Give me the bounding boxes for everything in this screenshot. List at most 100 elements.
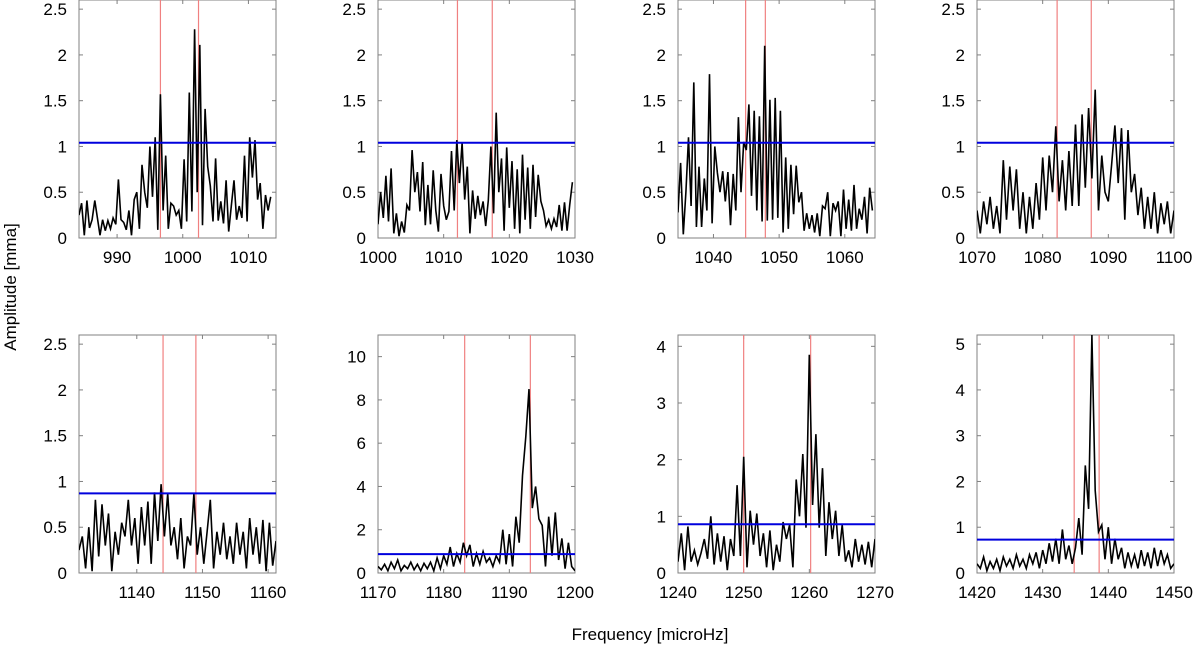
x-tick-label: 1060	[826, 248, 864, 267]
x-tick-label: 1100	[1156, 248, 1193, 267]
y-tick-label: 2.5	[342, 0, 366, 19]
y-tick-label: 2.5	[642, 0, 666, 19]
x-tick-label: 1260	[790, 583, 828, 602]
amplitude-spectrum-line	[79, 29, 272, 236]
y-tick-label: 4	[357, 477, 366, 496]
x-tick-label: 1080	[1024, 248, 1062, 267]
y-tick-label: 2	[58, 46, 67, 65]
y-tick-label: 10	[347, 348, 366, 367]
y-tick-label: 1.5	[342, 92, 366, 111]
y-tick-label: 2.5	[941, 0, 965, 19]
y-tick-label: 1	[956, 137, 965, 156]
y-tick-label: 2	[657, 46, 666, 65]
plot-frame	[976, 334, 1175, 574]
y-tick-label: 2	[956, 472, 965, 491]
y-tick-label: 1.5	[642, 92, 666, 111]
x-tick-label: 1070	[958, 248, 996, 267]
y-tick-label: 2	[357, 46, 366, 65]
x-tick-label: 1180	[425, 583, 462, 602]
y-tick-label: 1.5	[941, 92, 965, 111]
x-tick-label: 1000	[164, 248, 202, 267]
x-tick-label: 1150	[184, 583, 221, 602]
y-tick-label: 1	[956, 518, 965, 537]
x-tick-label: 1160	[250, 583, 287, 602]
y-tick-label: 8	[357, 391, 366, 410]
y-tick-label: 0	[657, 229, 666, 248]
x-tick-label: 1270	[856, 583, 894, 602]
y-tick-label: 2	[956, 46, 965, 65]
panel-3: 1040 1050 1060 0 0.5 1 1.5 2 2.5	[642, 0, 876, 267]
y-tick-label: 0.5	[43, 183, 67, 202]
y-tick-label: 0	[357, 564, 366, 583]
amplitude-spectrum-line	[79, 484, 276, 572]
x-tick-label: 1020	[490, 248, 528, 267]
x-tick-label: 1420	[958, 583, 996, 602]
x-axis-label: Frequency [microHz]	[572, 625, 729, 644]
y-tick-label: 6	[357, 434, 366, 453]
plot-frame	[976, 0, 1175, 239]
y-tick-label: 1	[357, 137, 366, 156]
x-tick-label: 1140	[119, 583, 156, 602]
y-tick-label: 2	[657, 451, 666, 470]
y-tick-label: 5	[956, 335, 965, 354]
amplitude-spectrum-line	[977, 335, 1174, 573]
y-axis-label: Amplitude [mma]	[1, 223, 20, 351]
x-tick-label: 1250	[725, 583, 763, 602]
x-tick-label: 1440	[1089, 583, 1127, 602]
y-tick-label: 3	[657, 394, 666, 413]
y-tick-label: 3	[956, 427, 965, 446]
x-tick-label: 1010	[230, 248, 268, 267]
x-tick-label: 990	[103, 248, 131, 267]
y-tick-label: 0	[956, 564, 965, 583]
x-tick-label: 1450	[1155, 583, 1193, 602]
x-tick-label: 1010	[425, 248, 463, 267]
y-tick-label: 1.5	[43, 427, 67, 446]
y-tick-label: 1	[657, 137, 666, 156]
y-tick-label: 0	[956, 229, 965, 248]
y-tick-label: 0.5	[342, 183, 366, 202]
y-tick-label: 0	[58, 229, 67, 248]
y-tick-label: 4	[657, 337, 666, 356]
panel-4: 1070 1080 1090 1100 0 0.5 1 1.5 2 2.5	[941, 0, 1192, 267]
x-tick-label: 1040	[695, 248, 733, 267]
x-tick-label: 1050	[760, 248, 798, 267]
y-tick-label: 0	[357, 229, 366, 248]
panel-8: 1420 1430 1440 1450 0 1 2 3 4 5	[956, 334, 1193, 602]
y-tick-label: 1	[58, 137, 67, 156]
y-tick-label: 0	[657, 564, 666, 583]
panel-7: 1240 1250 1260 1270 0 1 2 3 4	[657, 334, 894, 602]
x-tick-label: 1240	[659, 583, 697, 602]
x-tick-label: 1170	[360, 583, 397, 602]
plot-frame	[377, 334, 576, 574]
x-tick-label: 1090	[1089, 248, 1127, 267]
plot-frame	[78, 334, 277, 574]
panel-1: 990 1000 1010 0 0.5 1 1.5 2 2.5	[43, 0, 277, 267]
x-tick-label: 1200	[556, 583, 594, 602]
x-tick-label: 1190	[491, 583, 528, 602]
y-tick-label: 0.5	[43, 518, 67, 537]
y-tick-label: 1	[58, 472, 67, 491]
x-tick-label: 1000	[359, 248, 397, 267]
y-tick-label: 4	[956, 381, 965, 400]
x-tick-label: 1430	[1024, 583, 1062, 602]
plot-frame	[677, 334, 876, 574]
panel-6: 1170 1180 1190 1200 0 2 4 6 8 10	[347, 334, 594, 602]
plot-frame	[377, 0, 576, 239]
y-tick-label: 0.5	[642, 183, 666, 202]
amplitude-spectrum-line	[678, 45, 874, 237]
panel-2: 1000 1010 1020 1030 0 0.5 1 1.5 2 2.5	[342, 0, 594, 267]
panel-5: 1140 1150 1160 0 0.5 1 1.5 2 2.5	[43, 334, 287, 602]
y-tick-label: 1.5	[43, 92, 67, 111]
y-tick-label: 1	[657, 507, 666, 526]
amplitude-spectrum-line	[977, 89, 1174, 234]
y-tick-label: 2.5	[43, 335, 67, 354]
amplitude-spectrum-line	[378, 112, 574, 237]
y-tick-label: 2	[357, 521, 366, 540]
x-tick-label: 1030	[556, 248, 594, 267]
y-tick-label: 2	[58, 381, 67, 400]
y-tick-label: 0.5	[941, 183, 965, 202]
y-tick-label: 2.5	[43, 0, 67, 19]
y-tick-label: 0	[58, 564, 67, 583]
